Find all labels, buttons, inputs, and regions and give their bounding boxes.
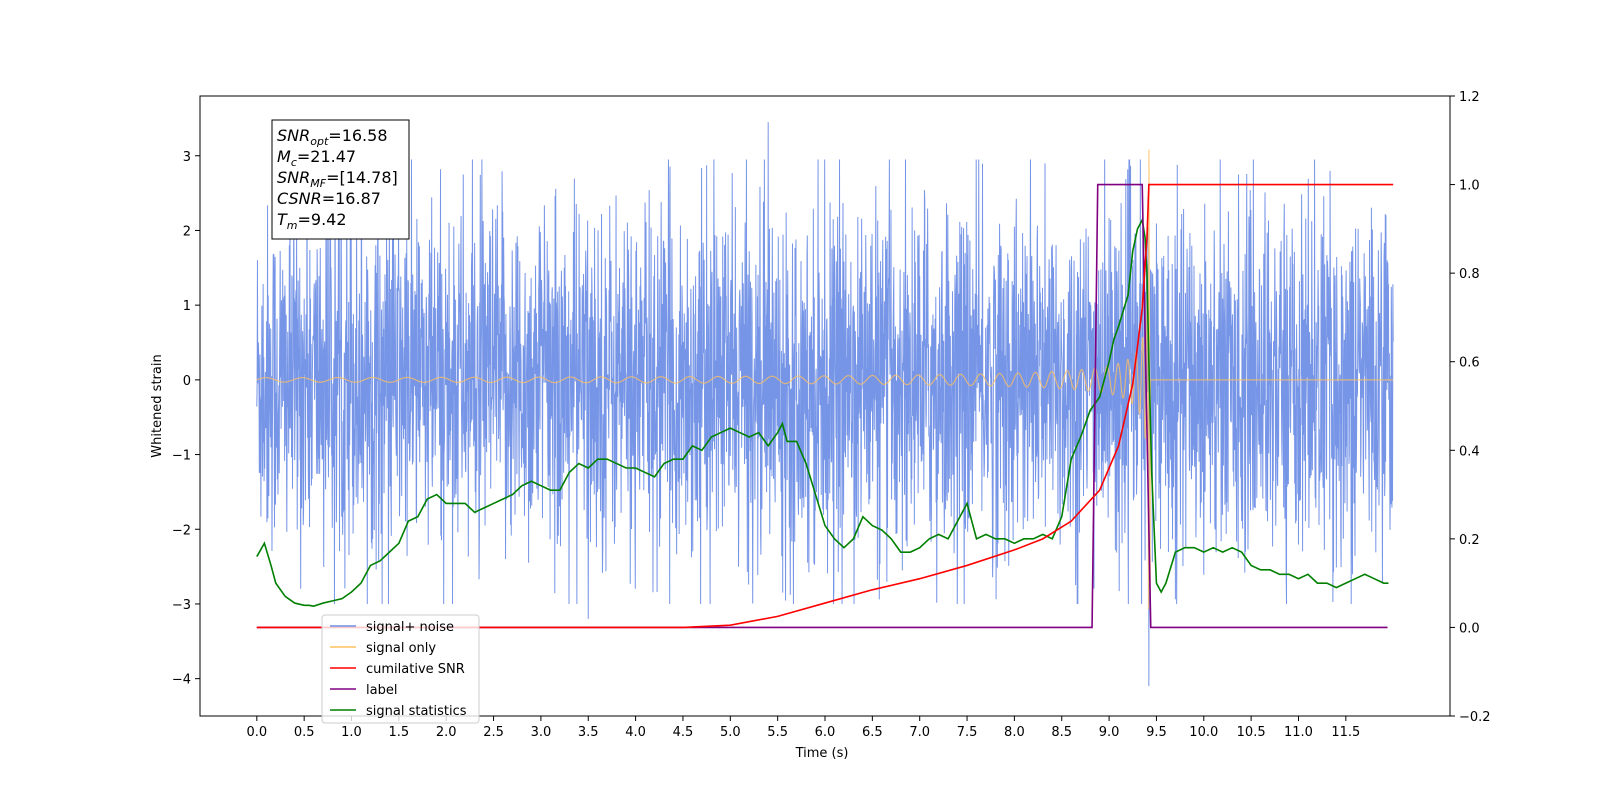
info-symbol: T: [277, 210, 288, 229]
y-tick-label: −2: [172, 523, 191, 538]
y-tick-label: 3: [183, 150, 191, 165]
info-box: SNRopt=16.58Mc=21.47SNRMF=[14.78]CSNR=16…: [271, 119, 410, 240]
info-subscript: c: [291, 156, 297, 169]
x-tick-label: 2.0: [436, 725, 457, 740]
x-tick-label: 9.5: [1146, 725, 1167, 740]
y-right-tick-label: 0.8: [1459, 267, 1480, 282]
x-tick-label: 9.0: [1099, 725, 1120, 740]
legend-label: signal statistics: [366, 704, 467, 719]
info-symbol: CSNR: [277, 189, 322, 208]
info-value: =21.47: [297, 147, 356, 166]
x-tick-label: 11.0: [1284, 725, 1313, 740]
x-tick-label: 1.5: [389, 725, 410, 740]
x-tick-label: 0.5: [294, 725, 315, 740]
y-tick-label: 1: [183, 299, 191, 314]
series-signal-statistics-line: [256, 217, 1389, 607]
y-tick-label: −1: [172, 449, 191, 464]
y-right-tick-label: 0.6: [1459, 356, 1480, 371]
y-axis-right: 1.2 1.0 0.8 0.6 0.4 0.2 0.0 −0.2: [1450, 90, 1491, 725]
y-right-tick-label: 0.2: [1459, 533, 1480, 548]
x-tick-label: 8.0: [1004, 725, 1025, 740]
x-tick-label: 6.0: [815, 725, 836, 740]
x-tick-label: 10.5: [1237, 725, 1266, 740]
x-axis: 0.0 0.5 1.0 1.5 2.0 2.5 3.0 3.5 4.0 4.5 5.0 5.5 6.0 6…: [246, 716, 1360, 740]
legend-frame: [321, 614, 480, 724]
plot-area: [256, 122, 1394, 687]
x-tick-label: 7.0: [909, 725, 930, 740]
y-axis-label: Whitened strain: [150, 354, 165, 457]
info-box-line: CSNR=16.87: [277, 189, 381, 208]
info-value: =[14.78]: [326, 168, 398, 187]
x-tick-label: 6.5: [862, 725, 883, 740]
info-symbol: M: [277, 147, 291, 166]
info-value: =9.42: [298, 210, 347, 229]
x-tick-label: 2.5: [483, 725, 504, 740]
x-tick-label: 5.5: [767, 725, 788, 740]
x-tick-label: 0.0: [246, 725, 267, 740]
legend-label: signal+ noise: [366, 620, 454, 635]
series-signal-noise-line: [256, 122, 1394, 687]
x-tick-label: 1.0: [341, 725, 362, 740]
info-box-line: Tm=9.42: [277, 210, 347, 232]
y-tick-label: −4: [172, 673, 191, 688]
info-subscript: MF: [310, 177, 326, 190]
legend: signal+ noise signal only cumilative SNR la…: [321, 614, 480, 724]
series-cumulative-snr-line: [256, 183, 1394, 629]
y-right-tick-label: 0.0: [1459, 621, 1480, 636]
series-signal-only-line: [256, 149, 1394, 610]
x-tick-label: 11.5: [1331, 725, 1360, 740]
y-right-tick-label: 1.0: [1459, 179, 1480, 194]
y-tick-label: 0: [183, 374, 191, 389]
y-tick-label: 2: [183, 224, 191, 239]
x-tick-label: 3.0: [531, 725, 552, 740]
y-tick-label: −3: [172, 598, 191, 613]
info-box-line: SNRopt=16.58: [277, 126, 388, 148]
info-box-line: SNRMF=[14.78]: [277, 168, 398, 190]
info-box-frame: [271, 119, 410, 240]
x-tick-label: 3.5: [578, 725, 599, 740]
series-label-line: [256, 183, 1388, 629]
info-subscript: m: [287, 219, 298, 232]
legend-label: label: [366, 683, 397, 698]
info-value: =16.87: [322, 189, 381, 208]
y-right-tick-label: −0.2: [1459, 710, 1491, 725]
x-tick-label: 4.0: [625, 725, 646, 740]
x-tick-label: 4.5: [673, 725, 694, 740]
x-tick-label: 10.0: [1189, 725, 1218, 740]
y-right-tick-label: 0.4: [1459, 444, 1480, 459]
info-symbol: SNR: [277, 168, 310, 187]
info-box-line: Mc=21.47: [277, 147, 356, 169]
x-tick-label: 5.0: [720, 725, 741, 740]
legend-label: signal only: [366, 641, 436, 656]
legend-label: cumilative SNR: [366, 662, 465, 677]
x-axis-label: Time (s): [795, 746, 849, 761]
x-tick-label: 7.5: [957, 725, 978, 740]
x-tick-label: 8.5: [1051, 725, 1072, 740]
info-subscript: opt: [310, 135, 329, 148]
y-right-tick-label: 1.2: [1459, 90, 1480, 105]
info-symbol: SNR: [277, 126, 310, 145]
info-value: =16.58: [328, 126, 387, 145]
y-axis-left: 3 2 1 0 −1 −2 −3 −4: [172, 150, 200, 688]
